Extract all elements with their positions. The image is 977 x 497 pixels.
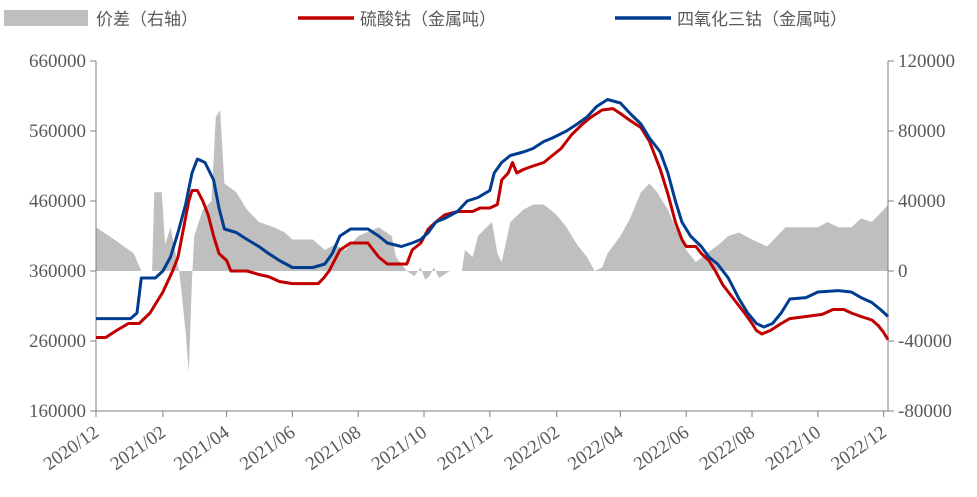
legend-item: 硫酸钴（金属吨） [298,10,496,30]
y-left-tick-label: 160000 [29,401,86,422]
legend: 价差（右轴） 硫酸钴（金属吨） 四氧化三钴（金属吨） [4,10,847,30]
axes [90,60,894,417]
x-tick-label: 2021/04 [170,422,233,475]
x-tick-label: 2022/12 [827,422,890,475]
y-left-tick-label: 660000 [29,51,86,72]
x-tick-label: 2022/10 [762,422,825,475]
y-left-tick-label: 460000 [29,191,86,212]
y-right-tick-label: 120000 [898,51,955,72]
series-lines-layer [96,98,890,341]
y-right-tick-label: 80000 [898,121,946,142]
legend-label: 硫酸钴（金属吨） [360,10,496,30]
x-tick-label: 2022/06 [630,422,693,475]
cobalt-tetroxide-line [96,98,890,329]
x-tick-label: 2021/10 [368,422,431,475]
legend-swatch-spread-edge [4,10,24,26]
x-tick-label: 2020/12 [40,422,103,475]
spread-area [96,110,888,373]
x-tick-label: 2021/06 [236,422,299,475]
y-right-tick-label: 40000 [898,191,946,212]
y-left-tick-label: 360000 [29,261,86,282]
y-right-tick-label: -80000 [898,401,952,422]
x-tick-label: 2022/08 [696,422,759,475]
legend-label: 价差（右轴） [96,10,198,30]
legend-item: 四氧化三钴（金属吨） [615,10,847,30]
legend-swatch-spread [4,10,88,26]
x-tick-label: 2021/08 [302,422,365,475]
x-tick-label: 2021/12 [434,422,497,475]
legend-item: 价差（右轴） [4,10,198,30]
y-left-tick-label: 560000 [29,121,86,142]
legend-label: 四氧化三钴（金属吨） [677,10,847,30]
y-right-tick-label: 0 [898,261,908,282]
spread-area-layer [96,110,888,373]
x-tick-label: 2022/04 [564,422,627,475]
y-right-tick-label: -40000 [898,331,952,352]
x-tick-label: 2022/02 [501,422,564,475]
y-left-tick-label: 260000 [29,331,86,352]
cobalt-sulfate-line [96,107,890,341]
x-tick-label: 2021/02 [107,422,170,475]
